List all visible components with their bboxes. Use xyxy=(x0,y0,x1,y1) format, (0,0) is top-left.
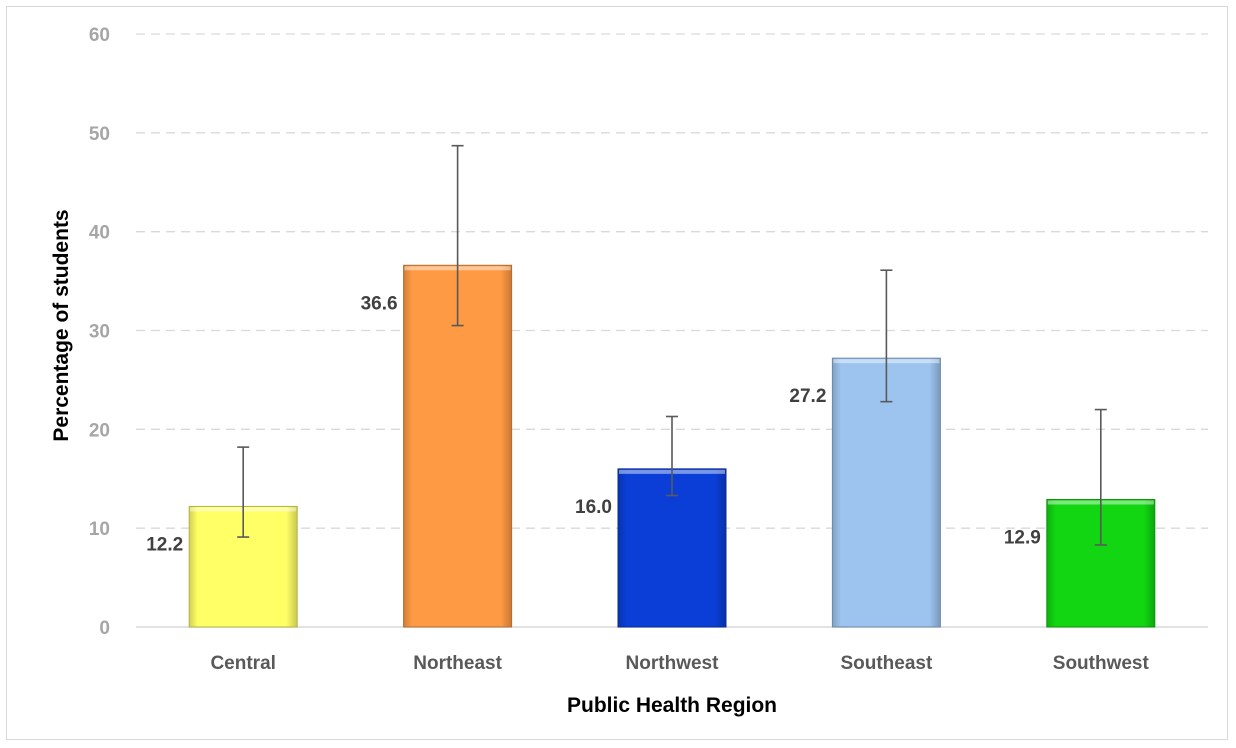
x-tick-label-northwest: Northwest xyxy=(626,653,720,674)
y-tick-label: 20 xyxy=(89,420,110,441)
error-bar-southeast xyxy=(880,269,893,403)
bar-southeast xyxy=(831,357,941,628)
gridlines xyxy=(136,33,1208,529)
error-bar-northeast xyxy=(451,144,464,327)
error-bars xyxy=(237,144,1107,546)
y-tick-label: 40 xyxy=(89,223,110,244)
error-bar-southwest xyxy=(1094,408,1107,546)
data-label-northwest: 16.0 xyxy=(575,497,612,518)
data-label-central: 12.2 xyxy=(146,534,183,555)
error-bar-northwest xyxy=(666,415,678,497)
y-tick-label: 10 xyxy=(89,519,110,540)
y-tick-label: 0 xyxy=(99,618,110,639)
x-axis-title: Public Health Region xyxy=(567,694,777,717)
error-bar-central xyxy=(237,446,250,538)
y-axis-title: Percentage of students xyxy=(50,209,73,441)
y-axis-ticks: 0 10 20 30 40 50 60 xyxy=(89,25,110,639)
data-label-northeast: 36.6 xyxy=(361,293,398,314)
x-tick-label-southeast: Southeast xyxy=(840,653,933,674)
x-tick-label-central: Central xyxy=(210,653,275,674)
y-tick-label: 30 xyxy=(89,322,110,343)
data-label-southwest: 12.9 xyxy=(1004,528,1041,549)
bars xyxy=(188,264,1156,628)
x-axis-categories: Central Northeast Northwest Southeast Southw… xyxy=(210,653,1149,674)
data-labels: 12.2 36.6 16.0 27.2 12.9 xyxy=(146,293,1041,555)
data-label-southeast: 27.2 xyxy=(789,386,826,407)
y-tick-label: 50 xyxy=(89,124,110,145)
x-tick-label-northeast: Northeast xyxy=(413,653,502,674)
y-tick-label: 60 xyxy=(89,25,110,46)
x-tick-label-southwest: Southwest xyxy=(1053,653,1150,674)
